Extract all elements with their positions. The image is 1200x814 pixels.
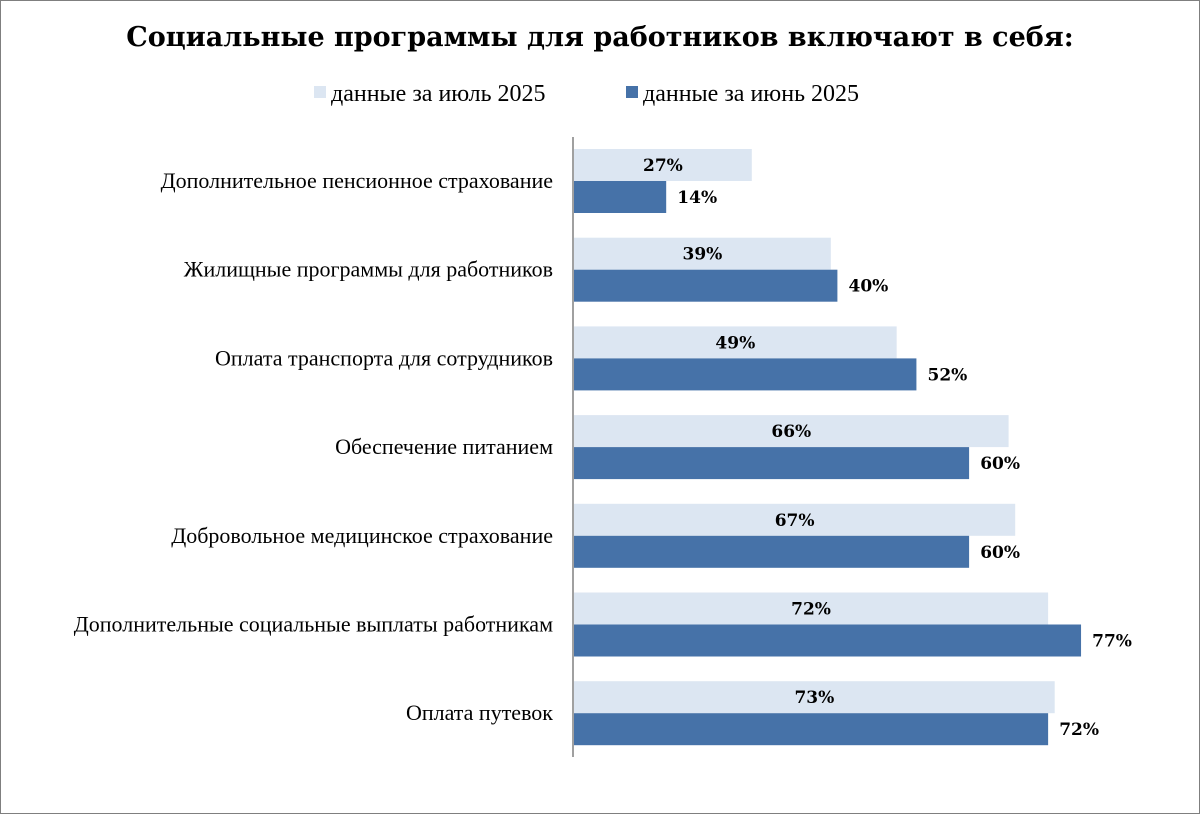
value-label-june: 77%	[1092, 632, 1132, 652]
bar-july	[574, 592, 1049, 625]
bar-june	[574, 181, 667, 213]
category-label: Обеспечение питанием	[335, 434, 553, 459]
bars-group	[574, 149, 1082, 746]
bar-june	[574, 358, 917, 391]
bar-july	[574, 503, 1016, 536]
bar-june	[574, 713, 1049, 746]
value-label-july: 39%	[683, 245, 723, 265]
category-label: Дополнительное пенсионное страхование	[161, 168, 553, 193]
bar-june	[574, 535, 970, 568]
value-label-july: 66%	[771, 422, 811, 442]
bar-june	[574, 447, 970, 480]
value-label-july: 49%	[715, 333, 755, 353]
bar-june	[574, 269, 838, 302]
value-label-july: 73%	[794, 688, 834, 708]
value-label-june: 14%	[677, 188, 717, 208]
value-label-june: 60%	[980, 454, 1020, 474]
value-label-july: 67%	[775, 511, 815, 531]
legend-swatch-july	[314, 86, 326, 98]
bar-july	[574, 681, 1055, 714]
category-labels: Дополнительное пенсионное страхование Жил…	[74, 168, 554, 725]
value-labels: 27% 14% 39% 40% 49% 52% 66% 60% 67% 60% 72% 77% 73% 7…	[643, 156, 1132, 740]
value-label-june: 72%	[1059, 720, 1099, 740]
legend-label-july: данные за июль 2025	[331, 81, 546, 107]
bar-july	[574, 326, 897, 359]
legend-swatch-june	[626, 86, 638, 98]
category-label: Оплата транспорта для сотрудников	[215, 345, 553, 370]
chart-title: Социальные программы для работников вклю…	[126, 22, 1073, 53]
category-label: Добровольное медицинское страхование	[171, 523, 553, 548]
value-label-july: 72%	[791, 600, 831, 620]
bar-july	[574, 415, 1009, 448]
value-label-june: 40%	[848, 277, 888, 297]
value-label-june: 60%	[980, 543, 1020, 563]
bar-july	[574, 237, 831, 270]
legend: данные за июль 2025 данные за июнь 2025	[314, 81, 859, 107]
bar-july	[574, 149, 752, 181]
value-label-july: 27%	[643, 156, 683, 176]
legend-label-june: данные за июнь 2025	[643, 81, 859, 107]
category-label: Дополнительные социальные выплаты работн…	[74, 612, 553, 637]
value-label-june: 52%	[928, 365, 968, 385]
category-label: Оплата путевок	[406, 700, 553, 725]
bar-june	[574, 624, 1082, 657]
category-label: Жилищные программы для работников	[184, 257, 553, 282]
